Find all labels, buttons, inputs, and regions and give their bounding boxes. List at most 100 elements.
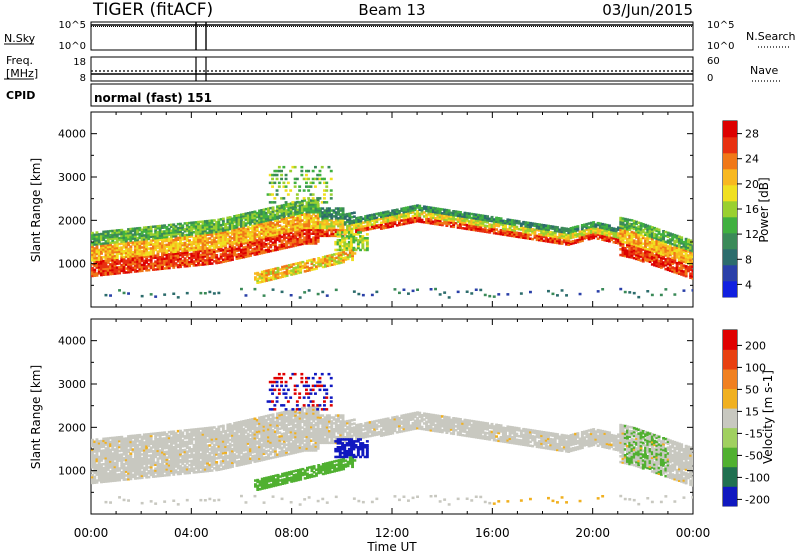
power-cell bbox=[553, 225, 557, 229]
velocity-cell bbox=[100, 471, 103, 474]
power-cell bbox=[237, 249, 241, 252]
power-cell bbox=[285, 213, 288, 216]
power-cell bbox=[377, 218, 381, 221]
power-cell bbox=[185, 262, 189, 266]
power-cell bbox=[267, 269, 271, 272]
power-cell bbox=[244, 222, 248, 225]
power-cell bbox=[375, 218, 379, 222]
power-cell bbox=[181, 234, 185, 237]
power-cell bbox=[673, 255, 677, 258]
power-cell bbox=[488, 229, 492, 232]
velocity-cell bbox=[172, 463, 176, 466]
power-cell bbox=[691, 273, 693, 276]
power-cell bbox=[468, 228, 471, 231]
power-cell bbox=[262, 228, 266, 231]
power-cell bbox=[188, 256, 191, 260]
power-cell bbox=[506, 228, 510, 231]
power-cell bbox=[170, 264, 173, 268]
power-cell bbox=[345, 242, 349, 246]
power-cell bbox=[253, 231, 257, 235]
power-cell bbox=[244, 251, 248, 254]
velocity-cell bbox=[124, 460, 128, 464]
power-cell bbox=[109, 229, 112, 233]
power-cell bbox=[291, 215, 295, 218]
power-cell bbox=[342, 251, 345, 254]
power-cell bbox=[366, 228, 370, 231]
power-cell bbox=[231, 217, 234, 220]
power-cell bbox=[639, 241, 643, 245]
power-cell bbox=[321, 217, 325, 220]
power-cell bbox=[657, 246, 661, 249]
power-cell bbox=[273, 213, 277, 217]
power-cell bbox=[323, 219, 327, 222]
power-cell bbox=[201, 243, 205, 247]
velocity-cell bbox=[133, 463, 137, 467]
power-cell bbox=[323, 181, 326, 185]
power-cell bbox=[235, 247, 239, 251]
power-cell bbox=[506, 232, 510, 235]
power-cell bbox=[179, 234, 182, 237]
velocity-cell bbox=[149, 467, 153, 471]
power-cell bbox=[296, 243, 300, 247]
power-cell bbox=[131, 254, 135, 258]
power-cell bbox=[273, 181, 277, 185]
power-cell bbox=[689, 272, 693, 275]
power-cell bbox=[637, 237, 641, 240]
velocity-cell bbox=[152, 463, 155, 467]
power-cell bbox=[296, 214, 300, 217]
velocity-cell bbox=[111, 479, 115, 483]
power-cell bbox=[359, 235, 362, 238]
power-cell bbox=[217, 261, 221, 264]
cpid-label: CPID bbox=[6, 89, 35, 102]
power-cell bbox=[100, 232, 103, 236]
power-cell bbox=[197, 259, 200, 263]
power-cell bbox=[181, 236, 185, 239]
power-cell bbox=[644, 239, 647, 242]
power-cell bbox=[224, 252, 228, 255]
power-cell bbox=[524, 223, 528, 226]
power-cell bbox=[240, 231, 243, 234]
velocity-cell bbox=[120, 461, 124, 464]
velocity-cell bbox=[93, 458, 97, 461]
velocity-cell bbox=[111, 454, 115, 457]
power-cell bbox=[120, 230, 124, 234]
power-cell bbox=[608, 224, 611, 227]
power-cell bbox=[630, 254, 634, 257]
power-cell bbox=[535, 238, 539, 242]
velocity-cell bbox=[138, 443, 142, 447]
power-cell bbox=[325, 219, 329, 222]
velocity-cell bbox=[172, 465, 176, 468]
velocity-cell bbox=[95, 450, 99, 453]
power-cell bbox=[95, 235, 99, 238]
power-cell bbox=[226, 230, 230, 233]
power-cell bbox=[411, 205, 415, 208]
power-cell bbox=[267, 226, 270, 230]
velocity-cell bbox=[122, 472, 126, 476]
power-cell bbox=[477, 225, 480, 228]
power-cell bbox=[95, 264, 99, 267]
velocity-cell bbox=[138, 447, 142, 451]
velocity-cell bbox=[118, 438, 121, 441]
power-cell bbox=[630, 244, 634, 247]
power-cell bbox=[483, 214, 487, 218]
power-cell bbox=[343, 239, 347, 242]
power-cell bbox=[244, 224, 248, 227]
power-cell bbox=[603, 227, 607, 230]
power-cell bbox=[510, 223, 514, 226]
power-cell bbox=[311, 193, 315, 196]
power-cell bbox=[271, 231, 275, 235]
power-cell bbox=[120, 228, 124, 232]
power-cell bbox=[630, 246, 634, 249]
power-cell bbox=[281, 273, 284, 277]
velocity-cell bbox=[106, 458, 110, 462]
power-cell bbox=[641, 252, 645, 255]
power-cell bbox=[481, 230, 485, 233]
power-cell bbox=[296, 271, 300, 275]
power-cell bbox=[481, 228, 485, 231]
power-cell bbox=[115, 272, 119, 275]
velocity-cell bbox=[97, 445, 101, 449]
power-cell bbox=[219, 239, 223, 242]
power-cell bbox=[95, 237, 99, 240]
power-cell bbox=[359, 227, 363, 231]
velocity-cell bbox=[165, 456, 169, 459]
